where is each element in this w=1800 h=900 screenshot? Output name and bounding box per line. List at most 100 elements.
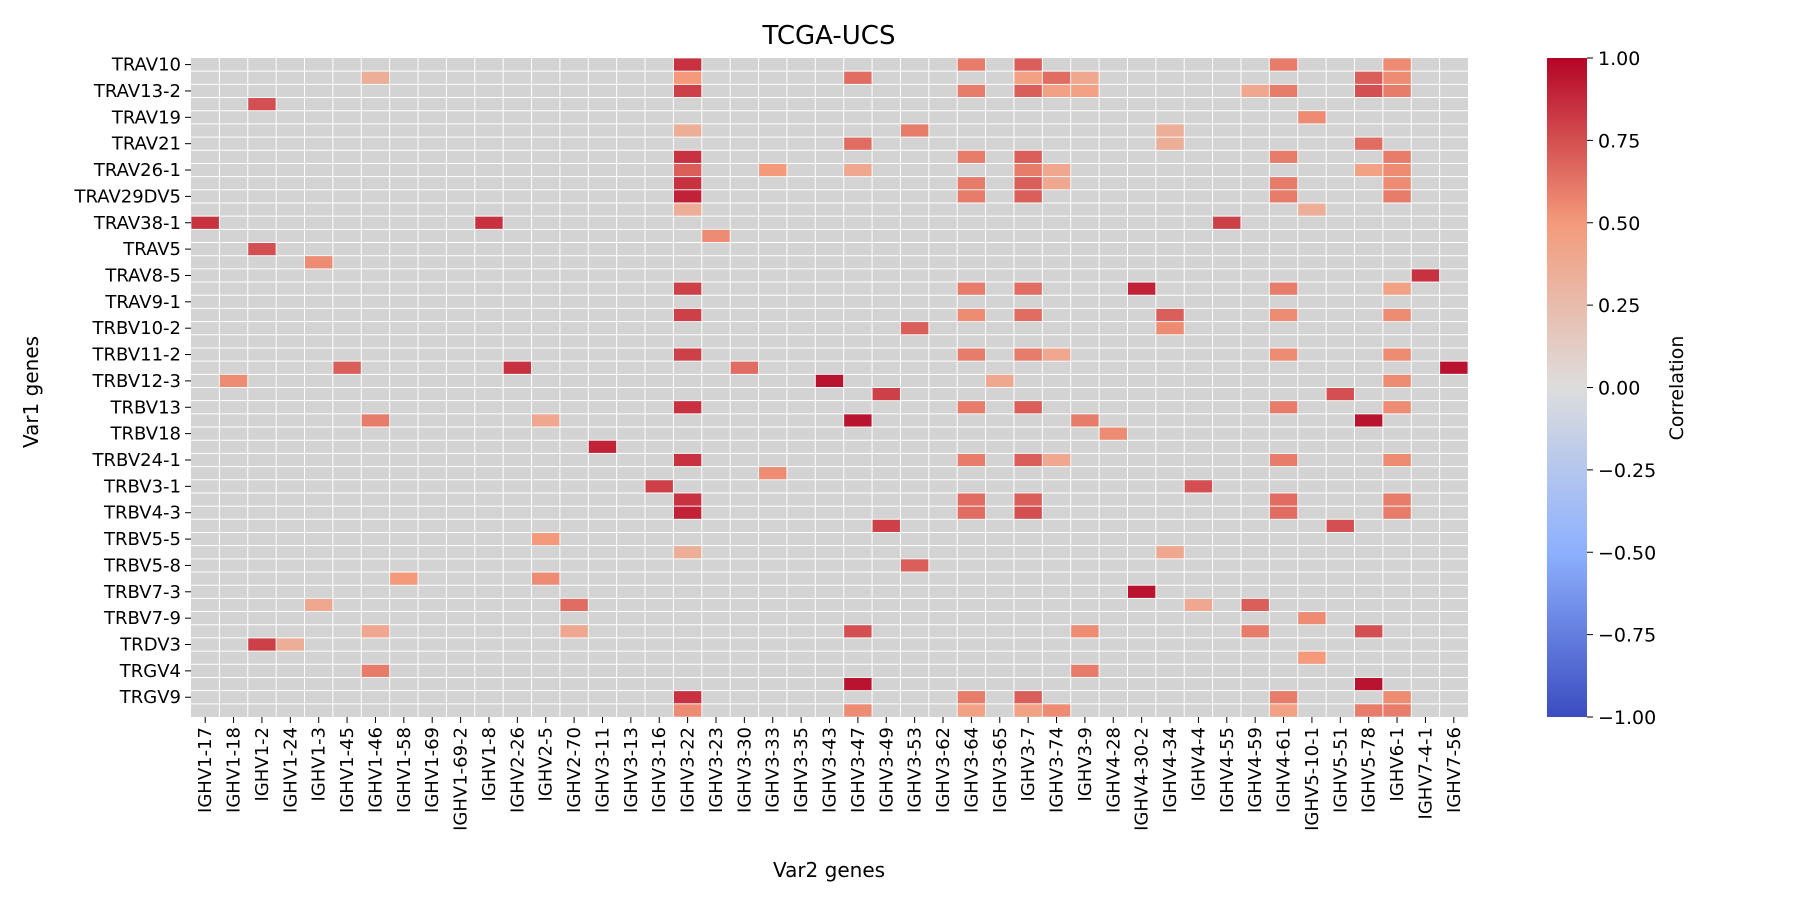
heatmap-cell — [900, 559, 929, 572]
heatmap-cell — [673, 124, 702, 137]
heatmap-cell — [957, 401, 986, 414]
heatmap-cell — [1042, 348, 1071, 361]
heatmap-cell — [1383, 190, 1411, 203]
heatmap-cell — [1042, 163, 1071, 177]
plot-area — [191, 58, 1468, 717]
x-tick-label: IGHV1-8 — [479, 727, 500, 802]
x-tick-label: IGHV3-49 — [876, 727, 897, 813]
heatmap-cell — [1071, 71, 1099, 84]
heatmap-cell — [1071, 625, 1099, 638]
x-tick-label: IGHV5-51 — [1330, 727, 1351, 813]
heatmap-cell — [1014, 348, 1042, 361]
heatmap-cell — [673, 163, 702, 177]
heatmap-cell — [1383, 348, 1411, 361]
y-tick-label: TRAV38-1 — [93, 213, 181, 234]
x-tick-label: IGHV3-47 — [848, 727, 869, 813]
heatmap-cell — [1127, 585, 1156, 598]
heatmap-cell — [1383, 308, 1411, 322]
x-tick-label: IGHV5-78 — [1359, 727, 1380, 813]
x-tick-label: IGHV3-30 — [734, 727, 755, 813]
heatmap-cell — [1354, 704, 1383, 717]
heatmap-cell — [1440, 361, 1468, 374]
x-tick-label: IGHV3-7 — [1018, 727, 1039, 802]
colorbar-tick-label: 0.75 — [1598, 130, 1640, 152]
x-tick-label: IGHV2-26 — [507, 727, 528, 813]
heatmap-cell — [361, 71, 390, 84]
heatmap-cell — [1071, 664, 1099, 677]
heatmap-cell — [1184, 598, 1213, 612]
x-tick-label: IGHV1-24 — [280, 727, 301, 813]
y-tick-label: TRBV10-2 — [92, 318, 181, 339]
x-axis-label: Var2 genes — [773, 858, 885, 882]
y-tick-label: TRAV9-1 — [104, 292, 181, 313]
heatmap-cell — [844, 163, 872, 177]
heatmap-cell — [1127, 282, 1156, 295]
heatmap-cell — [957, 493, 986, 506]
heatmap-cell — [957, 58, 986, 71]
heatmap-cell — [1269, 506, 1298, 519]
heatmap-cell — [957, 348, 986, 361]
heatmap-cell — [1354, 677, 1383, 691]
heatmap-cell — [1071, 414, 1099, 427]
y-tick-label: TRGV4 — [119, 661, 181, 682]
heatmap-cell — [759, 467, 787, 480]
x-tick-label: IGHV3-13 — [621, 727, 642, 813]
heatmap-cell — [957, 691, 986, 704]
y-tick-label: TRBV18 — [109, 424, 181, 445]
x-tick-label: IGHV4-59 — [1245, 727, 1266, 813]
heatmap-cell — [1241, 625, 1269, 638]
heatmap-cell — [1241, 84, 1269, 98]
y-tick-label: TRDV3 — [119, 635, 181, 656]
heatmap-cell — [560, 625, 588, 638]
heatmap-cell — [1241, 598, 1269, 612]
heatmap-cell — [1383, 177, 1411, 190]
heatmap-cell — [844, 137, 872, 150]
heatmap-gridlines — [191, 58, 1468, 717]
x-tick-label: IGHV4-30-2 — [1132, 727, 1153, 831]
colorbar-tick-label: 0.50 — [1598, 213, 1640, 235]
x-tick-label: IGHV1-18 — [224, 727, 245, 813]
heatmap-cell — [1099, 427, 1127, 440]
heatmap-cell — [1014, 190, 1042, 203]
heatmap-cell — [333, 361, 361, 374]
y-tick-label: TRAV13-2 — [93, 81, 181, 102]
y-tick-label: TRBV12-3 — [92, 371, 181, 392]
y-tick-label: TRBV11-2 — [92, 345, 181, 366]
y-tick-label: TRAV21 — [111, 134, 181, 155]
heatmap-cell — [673, 348, 702, 361]
heatmap-cell — [1354, 163, 1383, 177]
heatmap-cell — [1014, 308, 1042, 322]
heatmap-cell — [1269, 453, 1298, 467]
heatmap-cell — [248, 638, 276, 651]
heatmap-cell — [673, 546, 702, 559]
heatmap-cell — [1269, 704, 1298, 717]
heatmap-cell — [305, 598, 333, 612]
x-tick-label: IGHV5-10-1 — [1302, 727, 1323, 831]
heatmap-cell — [1326, 519, 1354, 532]
x-tick-label: IGHV3-11 — [592, 727, 613, 813]
heatmap-cell — [957, 190, 986, 203]
heatmap-cell — [503, 361, 532, 374]
heatmap-cell — [1014, 691, 1042, 704]
x-tick-label: IGHV3-22 — [678, 727, 699, 813]
heatmap-cell — [872, 519, 900, 532]
colorbar-tick-label: 1.00 — [1598, 48, 1640, 70]
heatmap-cell — [1014, 506, 1042, 519]
heatmap-cell — [900, 322, 929, 335]
y-tick-label: TRBV13 — [109, 397, 181, 418]
x-tick-label: IGHV4-34 — [1160, 727, 1181, 813]
heatmap-cell — [1383, 150, 1411, 163]
heatmap-cell — [219, 374, 248, 387]
heatmap-cell — [1269, 401, 1298, 414]
heatmap-cell — [957, 282, 986, 295]
heatmap-cell — [1269, 150, 1298, 163]
heatmap-cell — [673, 203, 702, 216]
y-tick-label: TRAV19 — [111, 107, 181, 128]
heatmap-cell — [1156, 124, 1184, 137]
heatmap-cell — [1156, 308, 1184, 322]
heatmap-cell — [1014, 71, 1042, 84]
heatmap-cell — [1383, 493, 1411, 506]
heatmap-cell — [1156, 546, 1184, 559]
x-tick-label: IGHV7-4-1 — [1415, 727, 1436, 819]
heatmap-cell — [1014, 282, 1042, 295]
